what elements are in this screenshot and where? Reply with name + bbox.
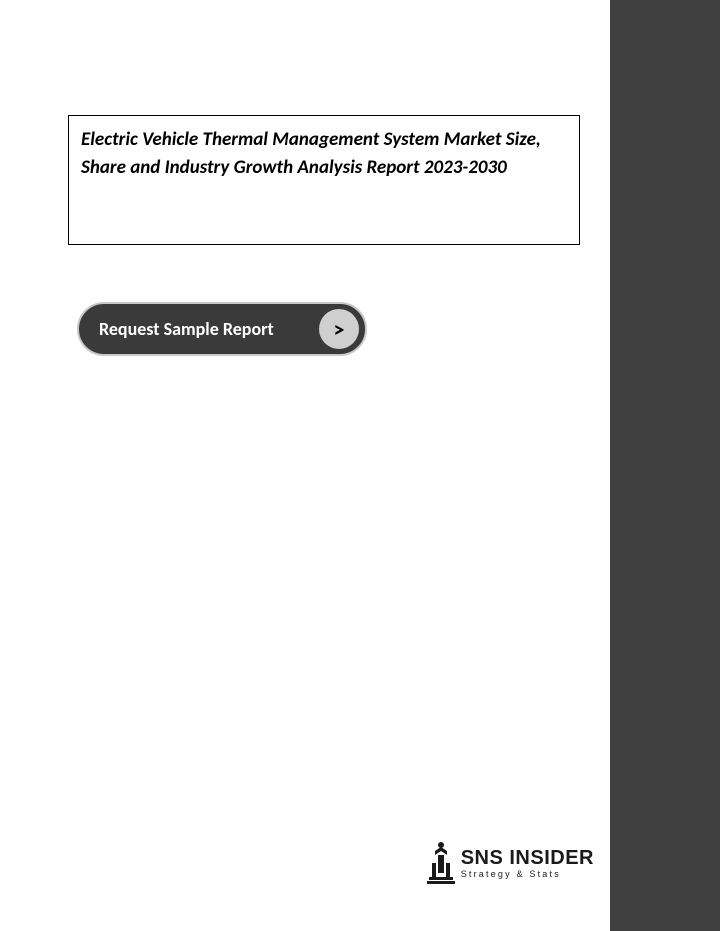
- report-title-text: Electric Vehicle Thermal Management Syst…: [81, 126, 567, 181]
- logo-sub-text: Strategy & Stats: [461, 870, 594, 879]
- logo-main-text: SNS INSIDER: [461, 848, 594, 868]
- logo-text-block: SNS INSIDER Strategy & Stats: [461, 848, 594, 879]
- brand-logo: SNS INSIDER Strategy & Stats: [427, 841, 594, 885]
- report-title-box: Electric Vehicle Thermal Management Syst…: [68, 115, 580, 245]
- request-sample-button[interactable]: Request Sample Report >: [77, 302, 367, 356]
- arrow-glyph: >: [334, 316, 345, 343]
- vertical-side-bar: [610, 0, 720, 931]
- arrow-right-icon: >: [319, 309, 359, 349]
- logo-mark-icon: [427, 841, 455, 885]
- request-sample-label: Request Sample Report: [99, 318, 319, 340]
